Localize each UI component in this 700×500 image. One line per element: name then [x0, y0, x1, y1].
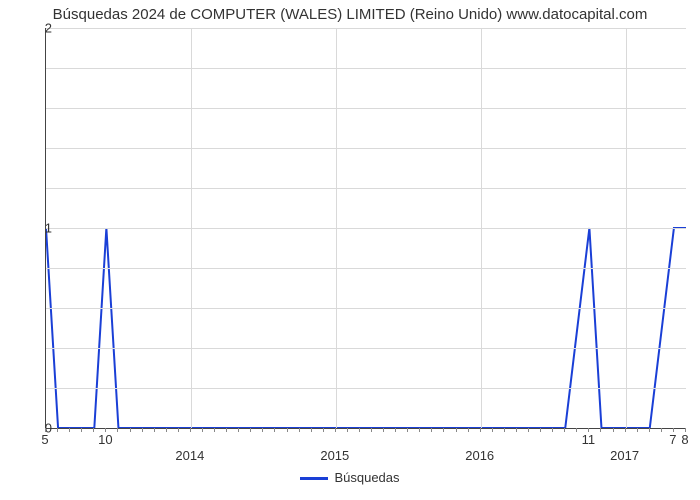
chart-area	[45, 28, 685, 428]
xtick-year-label: 2017	[610, 448, 639, 463]
xtick-label: 7	[669, 432, 676, 447]
xtick-label: 8	[681, 432, 688, 447]
xtick-label: 5	[41, 432, 48, 447]
legend: Búsquedas	[0, 470, 700, 485]
xtick-year-label: 2016	[465, 448, 494, 463]
xtick-label: 11	[582, 432, 596, 447]
ytick-label: 2	[45, 21, 52, 36]
xtick-label: 10	[98, 432, 112, 447]
plot-area	[45, 28, 686, 429]
xtick-year-label: 2015	[320, 448, 349, 463]
legend-label: Búsquedas	[334, 470, 399, 485]
xtick-year-label: 2014	[175, 448, 204, 463]
legend-swatch	[300, 477, 328, 480]
ytick-label: 1	[45, 221, 52, 236]
chart-title: Búsquedas 2024 de COMPUTER (WALES) LIMIT…	[0, 0, 700, 23]
